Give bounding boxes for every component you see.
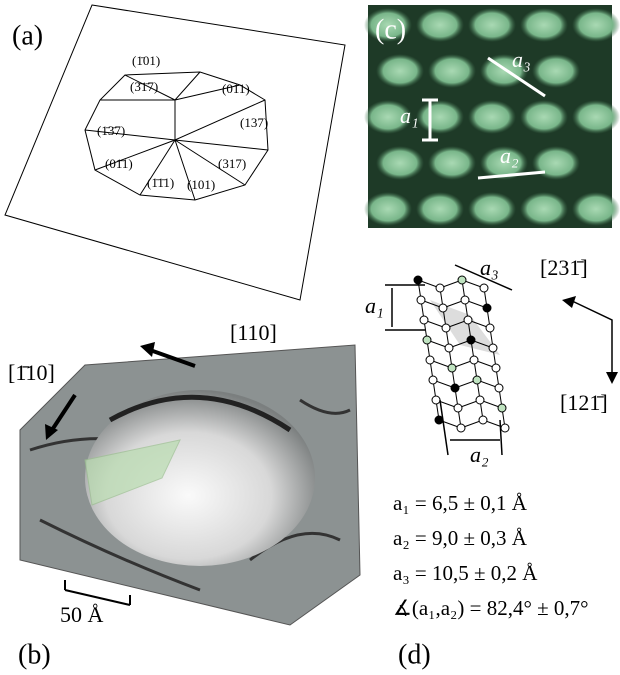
stm-feature — [520, 192, 568, 226]
equation: a₁ = 6,5 ± 0,1 Å — [393, 491, 528, 515]
atom — [417, 296, 425, 304]
atom — [483, 304, 491, 312]
atom — [448, 364, 456, 372]
atom — [489, 344, 497, 352]
substrate — [5, 5, 345, 300]
atom — [473, 376, 481, 384]
direction-label: [110] — [230, 320, 277, 345]
stm-feature — [428, 146, 476, 180]
stm-feature — [416, 100, 464, 134]
atom — [467, 336, 475, 344]
equation: a₃ = 10,5 ± 0,2 Å — [393, 561, 538, 585]
atom — [480, 284, 488, 292]
direction-label: [231̄] — [540, 255, 588, 280]
atom — [454, 404, 462, 412]
stm-feature — [416, 8, 464, 42]
atom — [457, 424, 465, 432]
stm-feature — [572, 8, 620, 42]
stm-feature — [572, 192, 620, 226]
stm-feature — [376, 146, 424, 180]
atom — [492, 364, 500, 372]
vector-label: a₁ — [365, 293, 384, 318]
atom — [451, 384, 459, 392]
equation: a₂ = 9,0 ± 0,3 Å — [393, 526, 528, 550]
stm-feature — [520, 8, 568, 42]
vector-label: a₂ — [500, 143, 519, 168]
stm-feature — [364, 192, 412, 226]
stm-feature — [468, 192, 516, 226]
scale-label: 50 Å — [60, 602, 104, 627]
panel-label: (c) — [375, 14, 406, 45]
facet-label: (01̄1) — [105, 156, 133, 171]
panel-b — [20, 342, 360, 625]
panel-a — [5, 5, 345, 300]
atom — [426, 356, 434, 364]
panel-label: (b) — [18, 639, 51, 670]
facet-label: (1̄1̄1) — [147, 175, 174, 190]
stm-feature — [532, 54, 580, 88]
atom — [423, 336, 431, 344]
facet-label: (3̄1̄7) — [130, 79, 158, 94]
atom — [442, 324, 450, 332]
figure: (a) (1̄01) (3̄1̄7) (011) (1̄3̄7) (137) (01̄1)… — [0, 0, 620, 675]
arrowhead — [562, 296, 576, 308]
arrowhead — [606, 372, 618, 384]
atom — [458, 276, 466, 284]
stm-feature — [416, 192, 464, 226]
atom — [464, 316, 472, 324]
stm-feature — [428, 54, 476, 88]
arrowhead — [140, 342, 155, 357]
facet-label: (101) — [187, 177, 215, 192]
atom — [501, 424, 509, 432]
stm-feature — [468, 8, 516, 42]
stm-feature — [532, 146, 580, 180]
stm-feature — [468, 100, 516, 134]
atom — [414, 276, 422, 284]
atom — [439, 304, 447, 312]
stm-feature — [572, 100, 620, 134]
atom — [420, 316, 428, 324]
atom — [495, 384, 503, 392]
panel-label: (d) — [398, 639, 431, 670]
vector-label: a₃ — [512, 47, 531, 72]
facet-label: (1̄3̄7) — [97, 123, 125, 138]
facet-label: (011) — [222, 81, 250, 96]
panel-d-vectors — [385, 265, 612, 455]
atom — [470, 356, 478, 364]
direction-label: [121̄] — [560, 390, 608, 415]
atom — [476, 396, 484, 404]
atom — [432, 396, 440, 404]
equation: ∡(a₁,a₂) = 82,4° ± 0,7° — [393, 596, 589, 620]
direction-label: [1̄10] — [8, 360, 55, 385]
stm-feature — [520, 100, 568, 134]
atom — [498, 404, 506, 412]
vector-label: a₃ — [480, 255, 499, 280]
facet-label: (137) — [240, 115, 268, 130]
atom — [461, 296, 469, 304]
vector-label: a₂ — [470, 442, 489, 467]
vector-label: a₁ — [400, 103, 419, 128]
stm-feature — [376, 54, 424, 88]
panel-label: (a) — [12, 20, 43, 51]
atom — [429, 376, 437, 384]
atom — [436, 284, 444, 292]
facet-label: (1̄01) — [132, 53, 160, 68]
facet-label: (317) — [218, 156, 246, 171]
atom — [445, 344, 453, 352]
lattice — [414, 276, 509, 432]
atom — [479, 416, 487, 424]
atom — [486, 324, 494, 332]
